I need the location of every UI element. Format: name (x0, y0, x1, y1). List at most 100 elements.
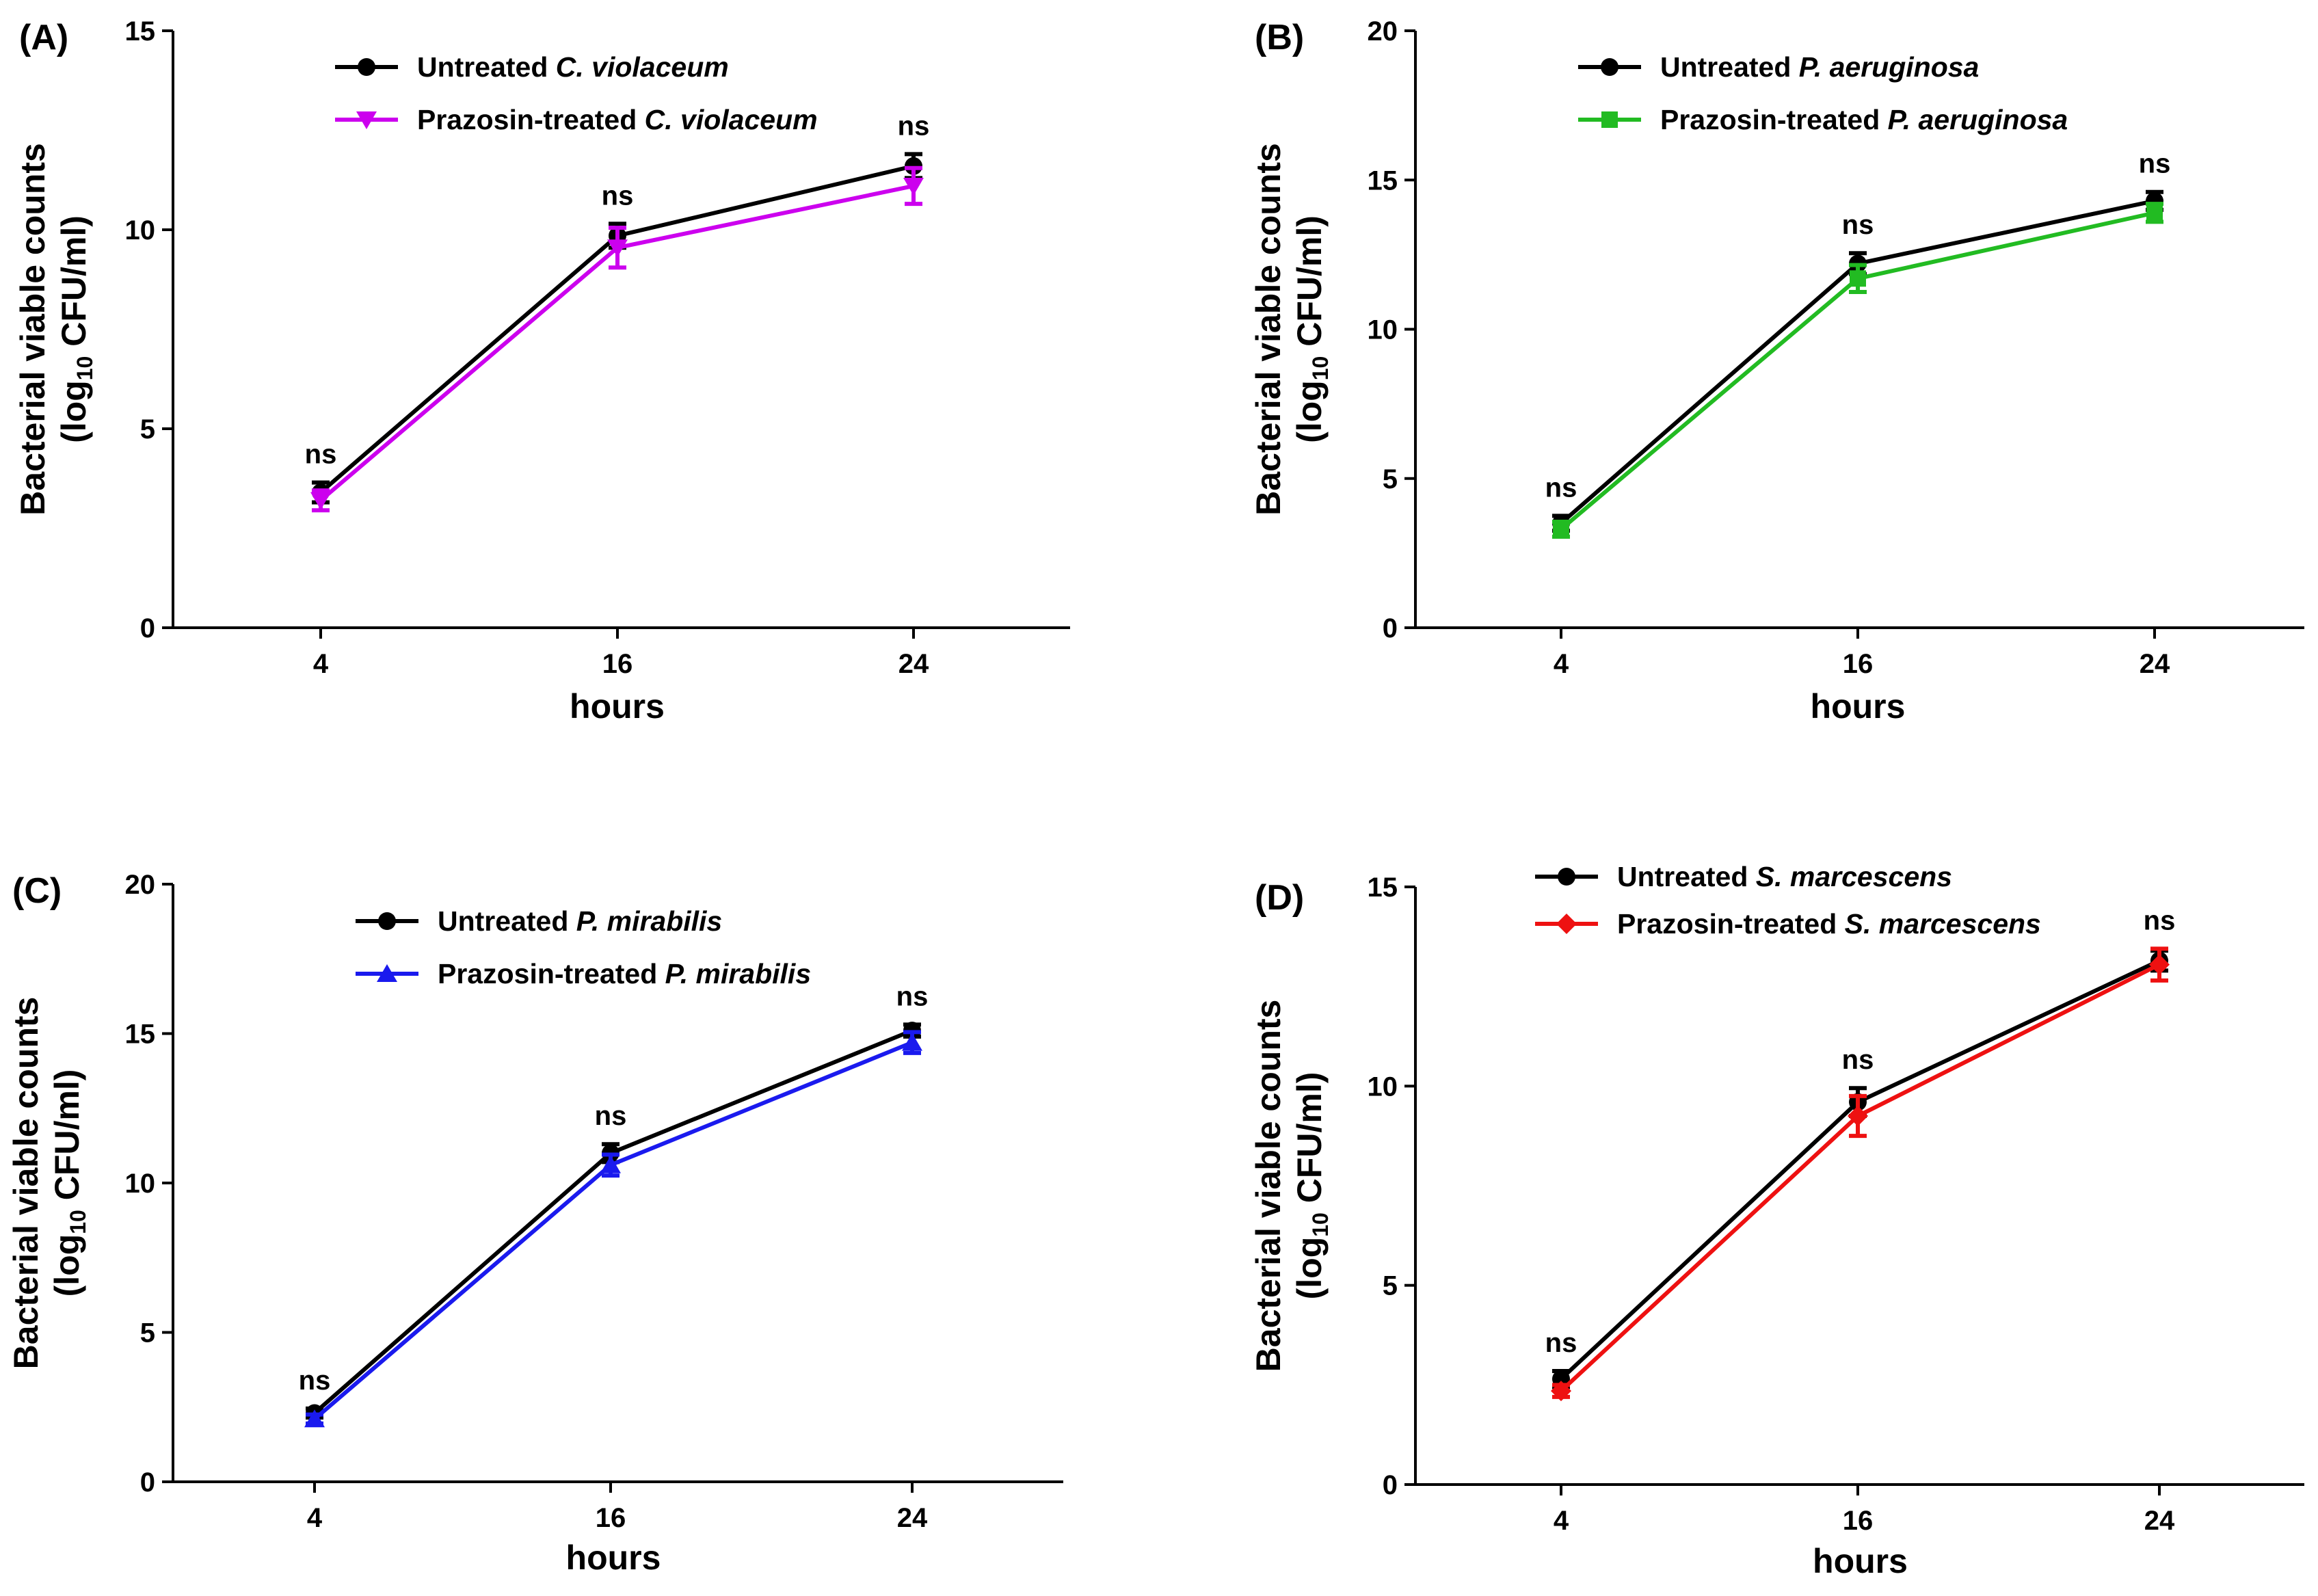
legend-species: C. violaceum (645, 104, 818, 135)
series-treated (304, 1030, 922, 1428)
significance-label: ns (898, 111, 930, 141)
data-point (1848, 1106, 1868, 1127)
series-treated (310, 165, 924, 513)
legend-prefix: Untreated (1617, 861, 1756, 892)
y-tick-label: 10 (1368, 1072, 1398, 1102)
legend-prefix: Untreated (438, 905, 576, 937)
y-tick-label: 20 (1368, 16, 1398, 46)
y-units-prefix: (log (1290, 380, 1329, 443)
y-axis-units: (log10 CFU/ml) (1290, 1072, 1333, 1300)
y-tick-label: 5 (1383, 1271, 1398, 1301)
legend-species: P. aeruginosa (1799, 51, 1980, 83)
x-tick-label: 24 (2144, 1506, 2175, 1536)
y-tick-label: 15 (1368, 165, 1398, 196)
x-axis-title: hours (566, 1539, 661, 1577)
data-point (1553, 520, 1569, 537)
y-axis-title: Bacterial viable counts (1249, 1000, 1288, 1372)
data-point (903, 177, 924, 196)
y-units-prefix: (log (48, 1234, 86, 1297)
panel-label: (A) (19, 18, 68, 57)
y-tick-label: 20 (125, 870, 156, 900)
legend: Untreated S. marcescens Prazosin-treated … (1535, 861, 2041, 940)
series-line (1560, 198, 2155, 525)
legend-entry: Untreated S. marcescens (1617, 861, 1952, 892)
y-units-subscript: 10 (72, 356, 97, 381)
legend-prefix: Untreated (1660, 51, 1799, 83)
y-units-suffix: CFU/ml) (55, 215, 93, 356)
legend-marker (1558, 868, 1575, 886)
panel-label: (B) (1255, 18, 1304, 57)
legend-marker (1601, 58, 1618, 76)
y-tick-label: 0 (140, 1467, 155, 1498)
y-tick-label: 5 (140, 1318, 155, 1348)
legend: Untreated P. aeruginosaPrazosin-treated … (1578, 51, 2068, 135)
x-tick-label: 4 (1554, 649, 1569, 679)
y-units-prefix: (log (55, 380, 93, 443)
legend-entry: Prazosin-treated S. marcescens (1617, 908, 2041, 940)
y-axis-units: (log10 CFU/ml) (48, 1069, 90, 1297)
x-axis-title: hours (1813, 1542, 1908, 1580)
series-line (319, 163, 914, 494)
significance-label: ns (896, 981, 929, 1011)
series-untreated (306, 1022, 921, 1422)
legend-marker (378, 912, 396, 930)
legend-prefix: Prazosin-treated (417, 104, 645, 135)
y-units-subscript: 10 (66, 1210, 90, 1234)
series-line (1559, 959, 2161, 1381)
chart-panel-b: (B) 0 5 10 15 20 4 16 24 hours Bacterial viable co… (1249, 16, 2304, 726)
series-line (313, 1040, 914, 1421)
legend-entry: Prazosin-treated P. mirabilis (438, 958, 811, 989)
y-tick-label: 0 (1383, 1470, 1398, 1500)
data-point (902, 1033, 922, 1051)
legend-prefix: Untreated (417, 51, 556, 83)
legend-species: P. aeruginosa (1888, 104, 2068, 135)
x-tick-label: 24 (2140, 649, 2170, 679)
x-tick-label: 4 (1554, 1506, 1569, 1536)
data-point (310, 492, 331, 510)
legend-marker (1601, 111, 1618, 128)
legend-entry: Prazosin-treated C. violaceum (417, 104, 818, 135)
series-treated (1551, 946, 2170, 1402)
x-axis-title: hours (570, 687, 665, 726)
significance-label: ns (299, 1366, 331, 1396)
series-line (313, 1028, 914, 1415)
legend-species: P. mirabilis (576, 905, 722, 937)
data-point (2149, 954, 2170, 975)
significance-label: ns (2139, 149, 2171, 179)
y-units-prefix: (log (1290, 1237, 1329, 1300)
legend-entry: Untreated C. violaceum (417, 51, 729, 83)
significance-label: ns (1842, 1045, 1874, 1075)
y-axis-title: Bacterial viable counts (7, 997, 45, 1370)
significance-label: ns (1545, 1328, 1577, 1358)
series-line (1559, 962, 2161, 1393)
panel-label: (C) (12, 871, 62, 911)
data-point (1551, 1381, 1571, 1402)
y-axis-title: Bacterial viable counts (1249, 143, 1288, 516)
data-point (304, 1409, 325, 1428)
y-units-subscript: 10 (1308, 1212, 1333, 1237)
x-tick-label: 16 (602, 649, 633, 679)
legend-entry: Untreated P. aeruginosa (1660, 51, 1979, 83)
legend-species: S. marcescens (1756, 861, 1952, 892)
y-units-suffix: CFU/ml) (1290, 215, 1329, 356)
y-axis-units: (log10 CFU/ml) (1290, 215, 1333, 443)
series-treated (1552, 202, 2163, 539)
significance-label: ns (602, 181, 634, 211)
x-tick-label: 16 (596, 1503, 626, 1533)
y-tick-label: 15 (125, 16, 156, 46)
significance-label: ns (1545, 473, 1577, 503)
legend-marker (358, 58, 375, 76)
legend-marker (377, 964, 397, 982)
data-point (607, 239, 628, 258)
significance-label: ns (1842, 210, 1874, 240)
y-units-suffix: CFU/ml) (48, 1069, 86, 1210)
significance-label: ns (595, 1101, 627, 1131)
y-tick-label: 10 (125, 1169, 156, 1199)
chart-panel-d: (D) 0 5 10 15 4 16 24 hours Bacterial viable coun… (1249, 861, 2304, 1580)
chart-panel-a: (A) 0 5 10 15 4 16 24 hours Bacterial viable coun… (14, 16, 1070, 726)
series-untreated (1552, 189, 2163, 533)
x-tick-label: 16 (1843, 1506, 1874, 1536)
chart-panel-c: (C) 0 5 10 15 20 4 16 24 hours Bacterial viable co… (7, 870, 1063, 1577)
y-units-subscript: 10 (1308, 356, 1333, 381)
